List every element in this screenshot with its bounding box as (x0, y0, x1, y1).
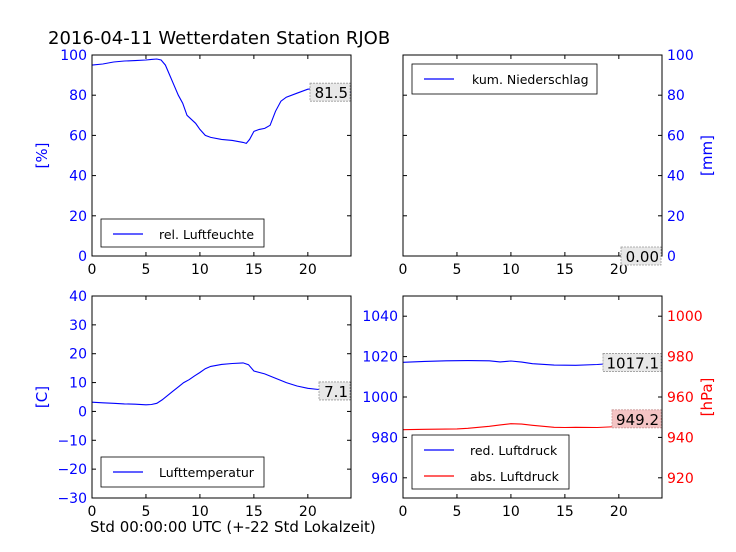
pressure-legend-box (411, 434, 570, 490)
humidity-x-tick-label: 10 (191, 262, 209, 278)
pressure-y2-tick-label: 980 (667, 350, 694, 366)
temperature-x-tick-label: 10 (191, 504, 209, 520)
pressure-y2-tick-label: 960 (667, 390, 694, 406)
pressure-y-tick-label: 1040 (362, 309, 398, 325)
temperature-readout-box (318, 381, 351, 401)
humidity-legend-box (100, 218, 265, 248)
precipitation-y-axis-label: [mm] (698, 135, 716, 176)
temperature-legend-label: Lufttemperatur (159, 465, 255, 480)
pressure-readout2-box (611, 409, 662, 429)
humidity-y-tick-label: 60 (69, 128, 87, 144)
humidity-y-tick-label: 100 (60, 48, 87, 64)
precipitation-x-tick-label: 15 (556, 262, 574, 278)
temperature-panel: 0 5 10 15 20 −30 −20 −10 0 10 20 30 40 [C] Lufttempera… (33, 289, 352, 520)
humidity-legend-label: rel. Luftfeuchte (159, 227, 254, 242)
humidity-series-line-0 (92, 58, 351, 145)
figure-title: 2016-04-11 Wetterdaten Station RJOB (48, 28, 390, 49)
precipitation-y-tick-label: 80 (667, 88, 685, 104)
temperature-y-tick-label: −20 (57, 462, 87, 478)
pressure-x-tick-label: 0 (399, 504, 408, 520)
temperature-x-tick-label: 20 (299, 504, 317, 520)
precipitation-y-tick-label: 20 (667, 209, 685, 225)
temperature-y-tick-label: 40 (69, 289, 87, 305)
humidity-x-tick-label: 20 (299, 262, 317, 278)
precipitation-plot-frame (402, 54, 663, 257)
humidity-x-tick-label: 0 (88, 262, 97, 278)
temperature-x-tick-label: 0 (88, 504, 97, 520)
temperature-y-tick-label: 30 (69, 318, 87, 334)
temperature-y-tick-label: 20 (69, 347, 87, 363)
temperature-series-line-0 (92, 362, 351, 406)
humidity-readout-box (309, 82, 351, 102)
temperature-y-tick-label: 0 (78, 404, 87, 420)
temperature-x-tick-label: 15 (245, 504, 263, 520)
pressure-y-tick-label: 1020 (362, 350, 398, 366)
precipitation-x-tick-label: 5 (452, 262, 461, 278)
pressure-readout2-value: 949.2 (616, 411, 659, 429)
precipitation-y-tick-label: 0 (667, 249, 676, 265)
humidity-x-tick-label: 5 (141, 262, 150, 278)
pressure-y-tick-label: 980 (371, 430, 398, 446)
precipitation-x-tick-label: 0 (399, 262, 408, 278)
pressure-y-tick-label: 960 (371, 471, 398, 487)
pressure-x-tick-label: 5 (452, 504, 461, 520)
temperature-plot-frame (91, 295, 352, 499)
pressure-x-tick-label: 15 (556, 504, 574, 520)
pressure-readout-value: 1017.1 (607, 354, 660, 372)
humidity-y-tick-label: 40 (69, 169, 87, 185)
x-axis-label: Std 00:00:00 UTC (+-22 Std Lokalzeit) (90, 518, 376, 536)
pressure-panel: 0 5 10 15 20 960 980 1000 1020 1040 920 940 960 980 10… (362, 295, 716, 520)
pressure-y2-tick-label: 940 (667, 430, 694, 446)
precipitation-x-tick-label: 10 (502, 262, 520, 278)
pressure-legend-label: red. Luftdruck (470, 443, 558, 458)
temperature-y-tick-label: −10 (57, 433, 87, 449)
pressure-y-axis-label: [hPa] (698, 378, 716, 417)
pressure-readout-box (602, 353, 662, 372)
humidity-x-tick-label: 15 (245, 262, 263, 278)
humidity-readout-value: 81.5 (315, 84, 348, 102)
humidity-y-axis-label: [%] (33, 143, 51, 169)
precipitation-y-tick-label: 100 (667, 48, 694, 64)
pressure-y-tick-label: 1000 (362, 390, 398, 406)
precipitation-y-tick-label: 60 (667, 128, 685, 144)
humidity-y-tick-label: 0 (78, 249, 87, 265)
temperature-y-tick-label: 10 (69, 376, 87, 392)
humidity-y-tick-label: 20 (69, 209, 87, 225)
precipitation-legend-label: kum. Niederschlag (472, 72, 589, 87)
pressure-legend-label: abs. Luftdruck (470, 469, 560, 484)
temperature-readout-value: 7.1 (324, 383, 348, 401)
precipitation-x-tick-label: 20 (610, 262, 628, 278)
precipitation-panel: 0 5 10 15 20 0 20 40 60 80 100 [mm] kum. Niederschla… (399, 48, 716, 278)
pressure-y2-tick-label: 920 (667, 471, 694, 487)
pressure-x-tick-label: 10 (502, 504, 520, 520)
precipitation-readout-value: 0.00 (626, 248, 659, 266)
pressure-series-line-1 (403, 418, 662, 431)
temperature-y-axis-label: [C] (33, 386, 51, 408)
pressure-y2-tick-label: 1000 (667, 309, 703, 325)
pressure-x-tick-label: 20 (610, 504, 628, 520)
humidity-panel: 0 5 10 15 20 0 20 40 60 80 100 [%] rel. Luftfeuchte 8… (33, 48, 352, 278)
precipitation-y-tick-label: 40 (667, 169, 685, 185)
humidity-plot-frame (91, 54, 352, 257)
precipitation-readout-box (620, 246, 662, 266)
temperature-y-tick-label: −30 (57, 491, 87, 507)
temperature-x-tick-label: 5 (141, 504, 150, 520)
humidity-y-tick-label: 80 (69, 88, 87, 104)
